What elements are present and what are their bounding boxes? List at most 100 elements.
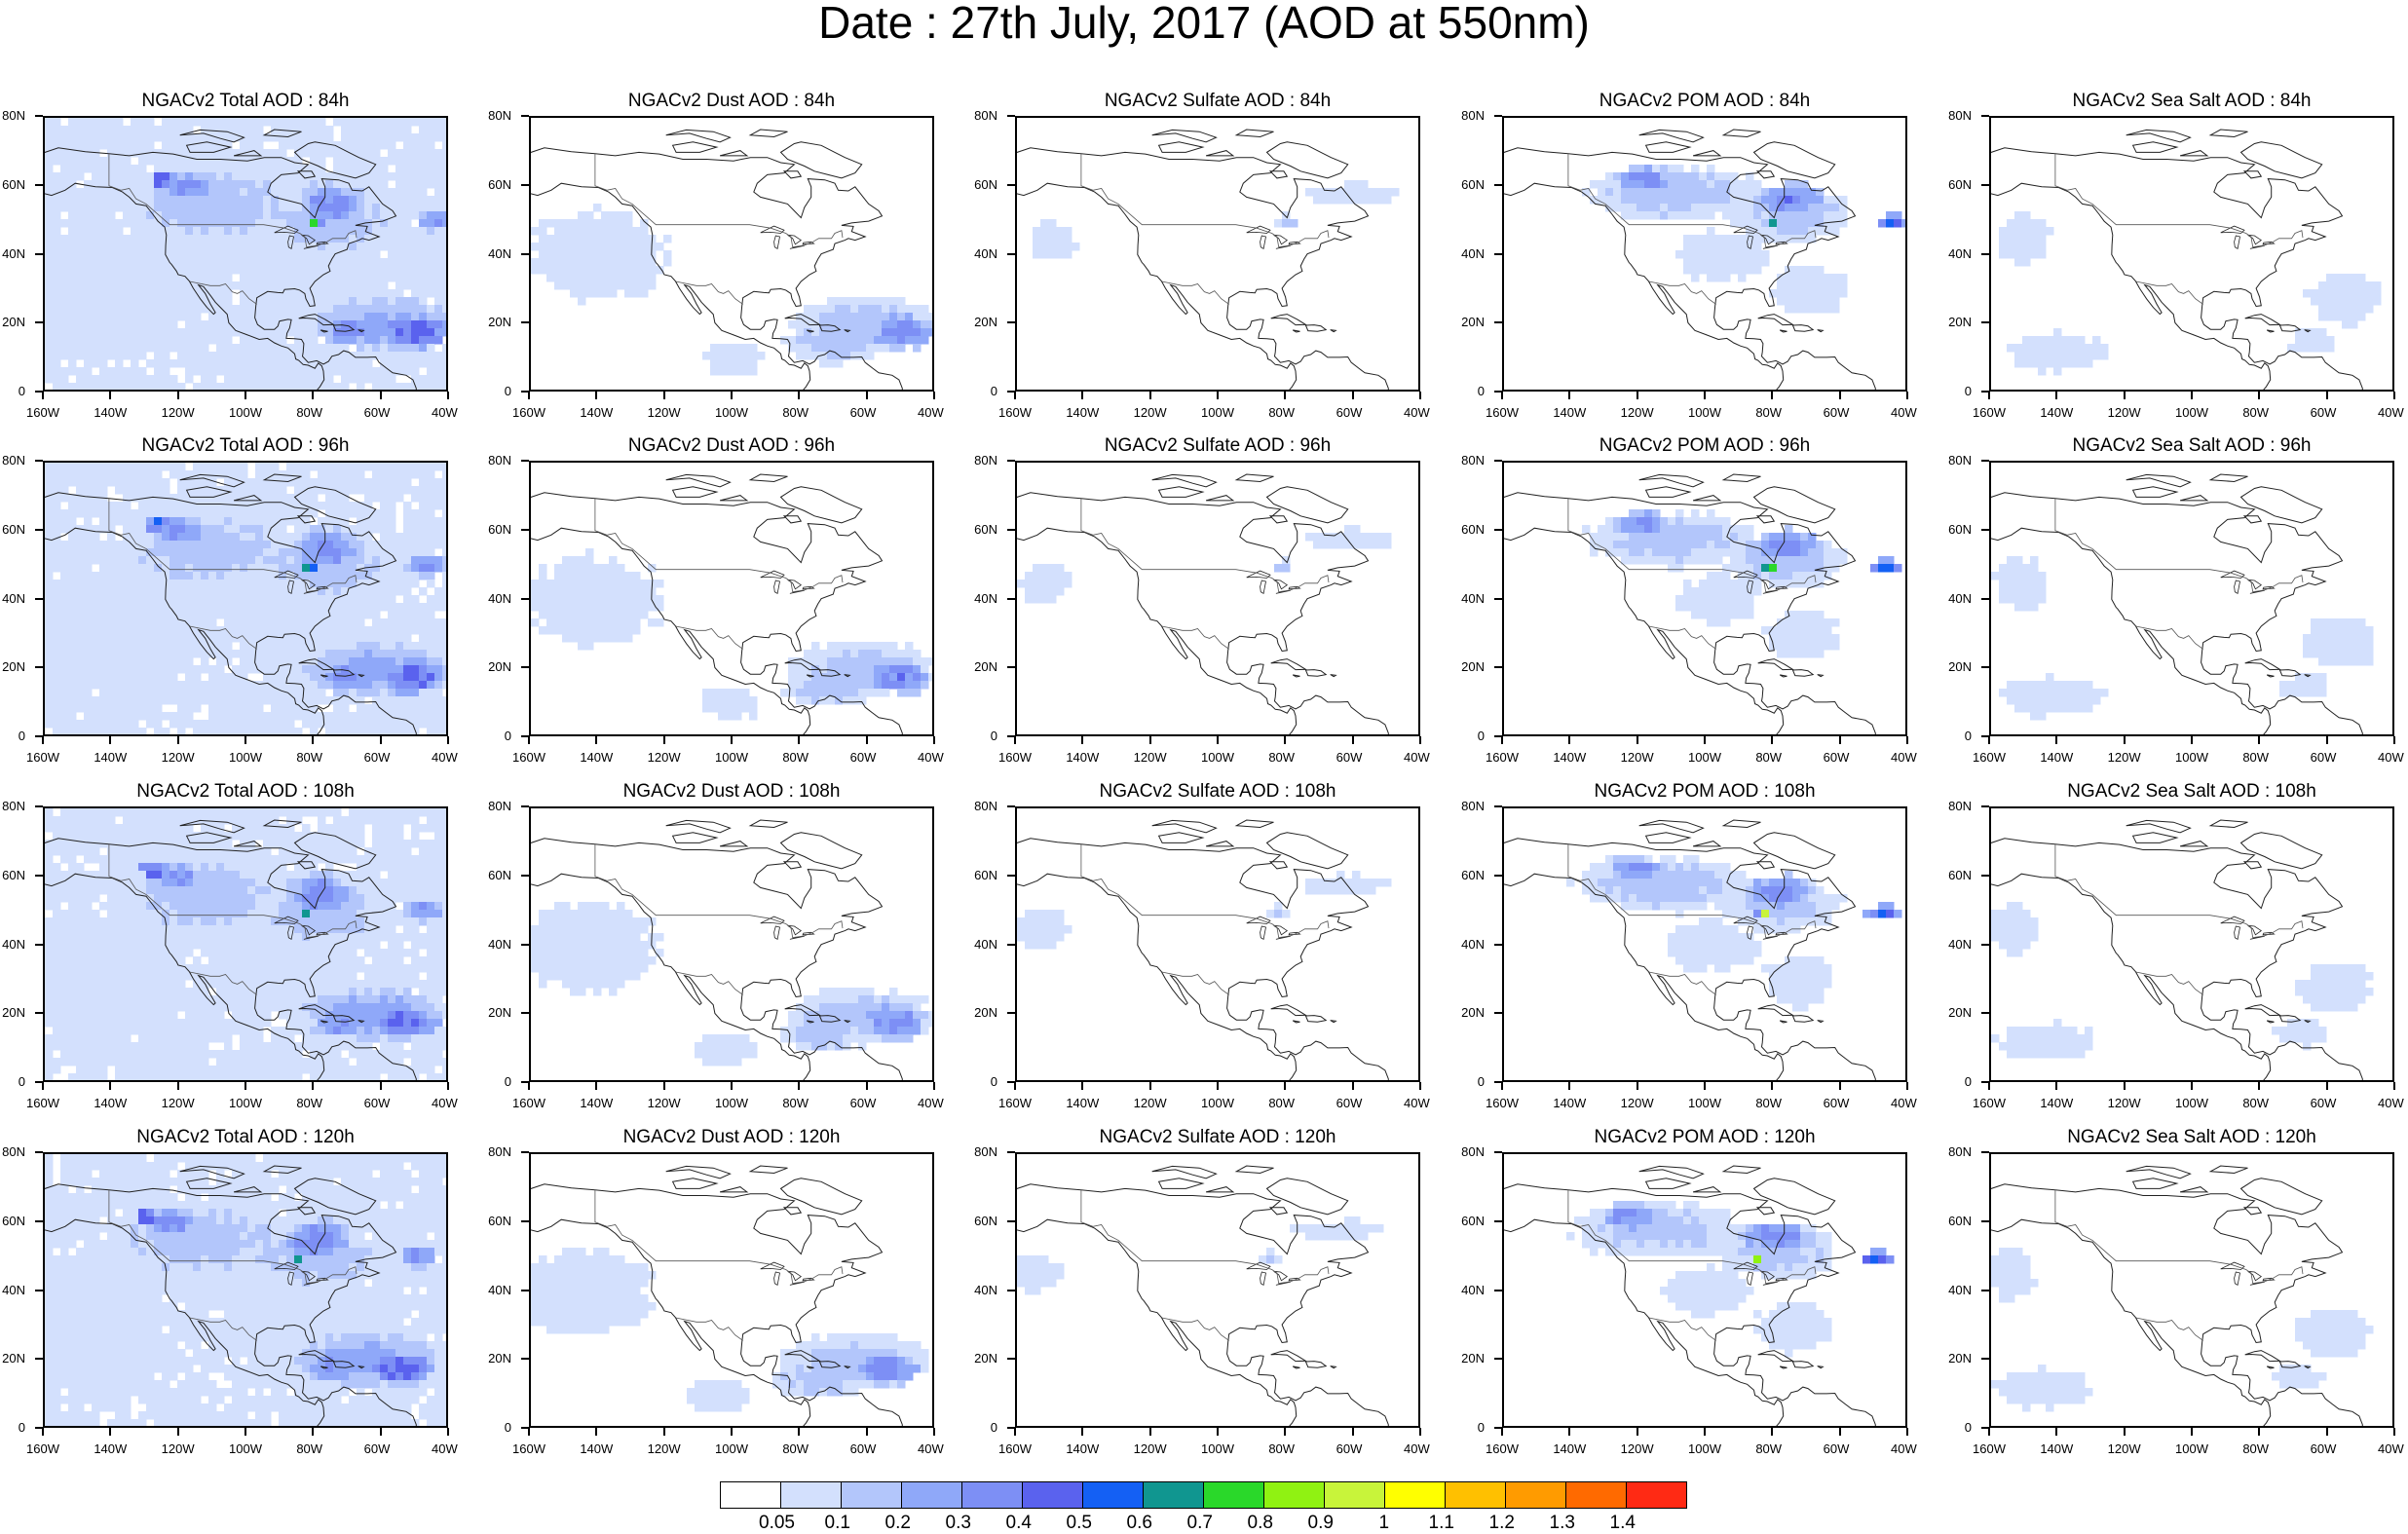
lon-tick-mark	[2055, 1082, 2057, 1090]
panel-title: NGACv2 Total AOD : 96h	[43, 435, 448, 457]
us-mexico-border	[1162, 972, 1229, 994]
lon-tick-label: 40W	[918, 1441, 944, 1456]
map-canvas	[1017, 463, 1420, 736]
lat-tick-label: 0	[0, 384, 25, 398]
lat-tick-mark	[1981, 321, 1989, 323]
caribbean-island	[1271, 315, 1306, 325]
us-canada-border	[2055, 154, 2303, 247]
lon-tick-label: 160W	[26, 405, 59, 420]
lon-tick-label: 140W	[580, 1096, 613, 1110]
arctic-island	[750, 130, 787, 137]
lat-tick-label: 60N	[472, 1214, 511, 1228]
aod-field	[531, 902, 934, 1066]
lon-tick-label: 120W	[162, 1441, 195, 1456]
lat-tick-mark	[1007, 1290, 1015, 1291]
lon-tick-label: 60W	[1336, 1441, 1363, 1456]
lon-tick-mark	[798, 736, 800, 744]
arctic-island	[1757, 1208, 1774, 1215]
lon-tick-mark	[1704, 1082, 1706, 1090]
map-canvas	[1991, 463, 2394, 736]
lat-tick-mark	[35, 1290, 43, 1291]
us-mexico-border	[2136, 281, 2203, 304]
lat-tick-mark	[35, 1220, 43, 1222]
panel-title: NGACv2 Total AOD : 84h	[43, 91, 448, 112]
lat-tick-label: 40N	[1933, 1283, 1972, 1297]
lon-tick-label: 40W	[918, 405, 944, 420]
lat-tick-label: 0	[1933, 729, 1972, 743]
arctic-island	[1723, 474, 1760, 482]
colorbar-swatch	[1082, 1481, 1144, 1509]
lat-tick-label: 60N	[0, 522, 25, 537]
coastline-pacific	[1017, 857, 1297, 1083]
lon-tick-label: 80W	[1268, 750, 1295, 765]
us-mexico-border	[1649, 1318, 1716, 1340]
caribbean-island	[2267, 675, 2274, 677]
colorbar-swatch	[1022, 1481, 1083, 1509]
lon-tick-label: 60W	[850, 1441, 877, 1456]
lon-tick-mark	[312, 1428, 314, 1436]
lat-tick-mark	[1494, 1151, 1502, 1153]
lon-tick-label: 140W	[1066, 750, 1099, 765]
lon-tick-mark	[42, 1428, 44, 1436]
lat-tick-label: 20N	[0, 659, 25, 674]
lon-tick-label: 40W	[1891, 1441, 1917, 1456]
arctic-island	[1236, 820, 1273, 828]
arctic-island	[2241, 487, 2322, 523]
lon-tick-mark	[1284, 1428, 1286, 1436]
lon-tick-mark	[177, 1082, 179, 1090]
caribbean-island	[2245, 1005, 2280, 1016]
lon-tick-mark	[1014, 1428, 1016, 1436]
lon-tick-mark	[2326, 1428, 2328, 1436]
caribbean-island	[1780, 330, 1787, 332]
aod-field	[45, 1154, 448, 1428]
lat-tick-mark	[1494, 253, 1502, 255]
us-mexico-border	[2136, 1318, 2203, 1340]
lon-tick-label: 140W	[94, 405, 127, 420]
lon-tick-label: 140W	[2040, 1441, 2073, 1456]
lon-tick-mark	[1419, 736, 1421, 744]
great-lake	[2235, 1272, 2240, 1285]
lon-tick-label: 80W	[296, 750, 322, 765]
aod-field	[45, 808, 448, 1082]
arctic-island	[666, 130, 731, 141]
lon-tick-mark	[1149, 736, 1151, 744]
lon-tick-label: 100W	[715, 1441, 748, 1456]
lon-tick-mark	[663, 1428, 665, 1436]
lat-tick-label: 40N	[0, 591, 25, 606]
caribbean-island	[2279, 325, 2300, 332]
lon-tick-label: 160W	[26, 1096, 59, 1110]
lat-tick-mark	[521, 321, 529, 323]
lon-tick-mark	[1704, 392, 1706, 399]
lon-tick-label: 80W	[296, 1096, 322, 1110]
lon-tick-mark	[1839, 1082, 1841, 1090]
lat-tick-mark	[1981, 875, 1989, 877]
lon-tick-label: 80W	[296, 405, 322, 420]
lat-tick-label: 40N	[1446, 591, 1485, 606]
lon-tick-label: 140W	[2040, 405, 2073, 420]
arctic-island	[2133, 833, 2177, 843]
arctic-island	[781, 142, 862, 178]
lon-tick-label: 160W	[1973, 750, 2006, 765]
lat-tick-label: 60N	[1446, 177, 1485, 192]
us-canada-border	[1081, 1190, 1329, 1284]
arctic-island	[1152, 474, 1217, 486]
arctic-island	[2126, 1166, 2191, 1178]
lon-tick-mark	[2258, 736, 2260, 744]
arctic-island	[1757, 171, 1774, 178]
lat-tick-mark	[521, 115, 529, 117]
map-frame	[529, 806, 934, 1082]
caribbean-island	[1331, 1366, 1336, 1368]
lat-tick-label: 20N	[472, 1351, 511, 1366]
lat-tick-mark	[1981, 1358, 1989, 1360]
lon-tick-label: 40W	[918, 750, 944, 765]
arctic-island	[1639, 474, 1704, 486]
lon-tick-mark	[2191, 392, 2193, 399]
colorbar-swatch	[1565, 1481, 1627, 1509]
lon-tick-label: 40W	[2378, 1096, 2404, 1110]
arctic-island	[666, 820, 731, 832]
lat-tick-label: 0	[959, 1420, 997, 1435]
lat-tick-label: 40N	[472, 937, 511, 952]
great-lake	[2248, 235, 2262, 244]
lon-tick-mark	[1988, 392, 1990, 399]
arctic-island	[2210, 474, 2247, 482]
